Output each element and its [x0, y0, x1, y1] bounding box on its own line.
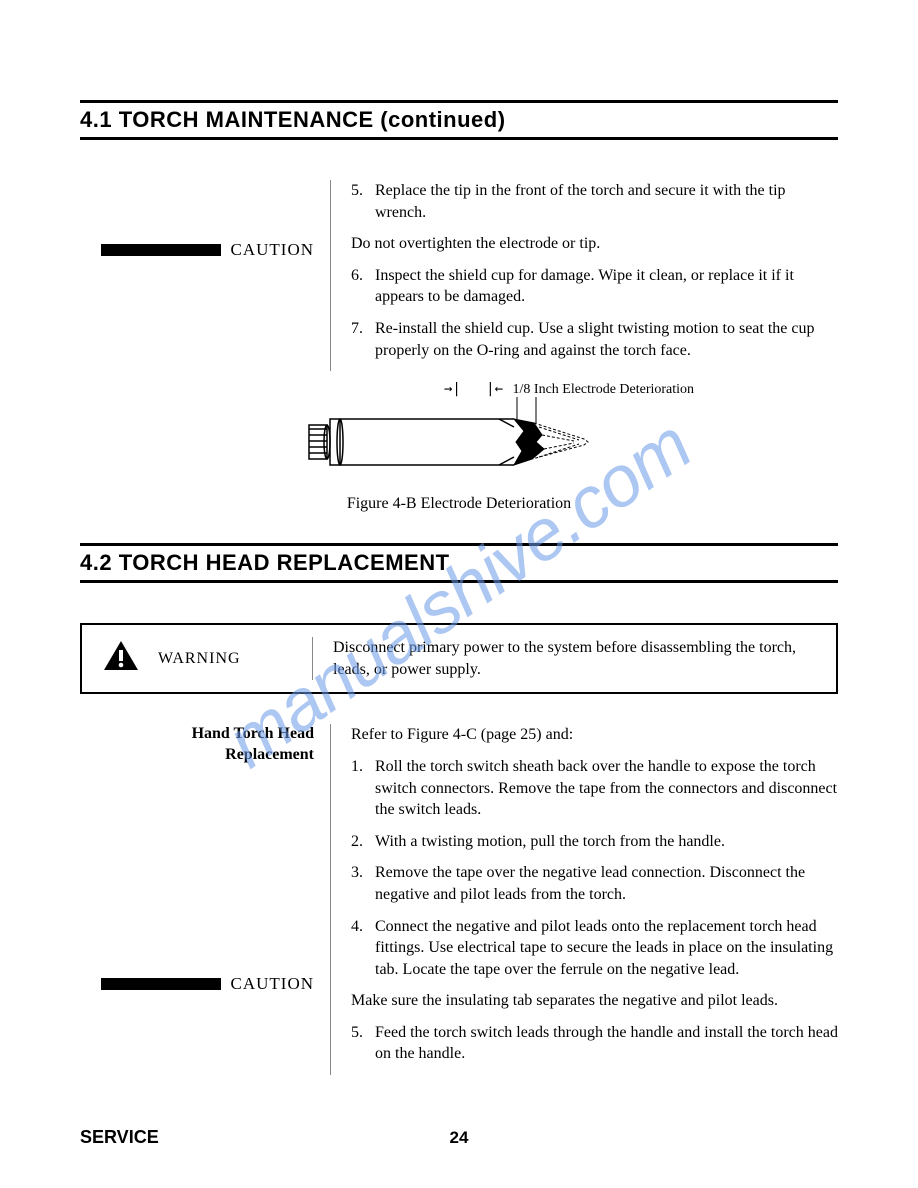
caution-row-41: CAUTION	[80, 240, 314, 260]
caution-label-41: CAUTION	[231, 240, 315, 260]
hand-torch-subhead: Hand Torch Head Replacement	[80, 724, 314, 766]
section-42-title: 4.2 TORCH HEAD REPLACEMENT	[80, 550, 838, 576]
section-41-right-col: 5.Replace the tip in the front of the to…	[330, 180, 838, 371]
section-42-intro: Refer to Figure 4-C (page 25) and:	[351, 724, 838, 746]
page-footer: SERVICE 24	[80, 1127, 838, 1148]
warning-triangle-icon	[102, 639, 142, 678]
footer-section: SERVICE	[80, 1127, 159, 1148]
warning-text: Disconnect primary power to the system b…	[312, 637, 816, 680]
caution-bar-icon	[101, 978, 221, 990]
caution-text-42: Make sure the insulating tab separates t…	[351, 990, 838, 1012]
caution-bar-icon	[101, 244, 221, 256]
caution-row-42: CAUTION	[80, 974, 314, 994]
item-5: 5.Replace the tip in the front of the to…	[351, 180, 838, 223]
section-41-left-col: CAUTION	[80, 180, 330, 371]
section-41-header: 4.1 TORCH MAINTENANCE (continued)	[80, 100, 838, 140]
item-4: 4.Connect the negative and pilot leads o…	[351, 916, 838, 981]
item-7: 7.Re-install the shield cup. Use a sligh…	[351, 318, 838, 361]
item-2: 2.With a twisting motion, pull the torch…	[351, 831, 838, 853]
footer-page: 24	[450, 1128, 469, 1148]
section-42-header: 4.2 TORCH HEAD REPLACEMENT	[80, 543, 838, 583]
warning-label: WARNING	[142, 650, 312, 668]
electrode-arrow-label: →| |← 1/8 Inch Electrode Deterioration	[444, 381, 694, 398]
section-42-left-col: Hand Torch Head Replacement CAUTION	[80, 724, 330, 1075]
section-42-right-col: Refer to Figure 4-C (page 25) and: 1.Rol…	[330, 724, 838, 1075]
section-42-body: Hand Torch Head Replacement CAUTION Refe…	[80, 724, 838, 1075]
figure-4b-caption: Figure 4-B Electrode Deterioration	[80, 495, 838, 513]
section-41-body: CAUTION 5.Replace the tip in the front o…	[80, 180, 838, 371]
item-6: 6.Inspect the shield cup for damage. Wip…	[351, 265, 838, 308]
item-5b: 5.Feed the torch switch leads through th…	[351, 1022, 838, 1065]
warning-box: WARNING Disconnect primary power to the …	[80, 623, 838, 694]
caution-label-42: CAUTION	[231, 974, 315, 994]
item-3: 3.Remove the tape over the negative lead…	[351, 862, 838, 905]
caution-text-41: Do not overtighten the electrode or tip.	[351, 233, 838, 255]
section-41-title: 4.1 TORCH MAINTENANCE (continued)	[80, 107, 838, 133]
item-1: 1.Roll the torch switch sheath back over…	[351, 756, 838, 821]
figure-4b: →| |← 1/8 Inch Electrode Deterioration	[80, 387, 838, 513]
electrode-drawing	[304, 387, 614, 487]
